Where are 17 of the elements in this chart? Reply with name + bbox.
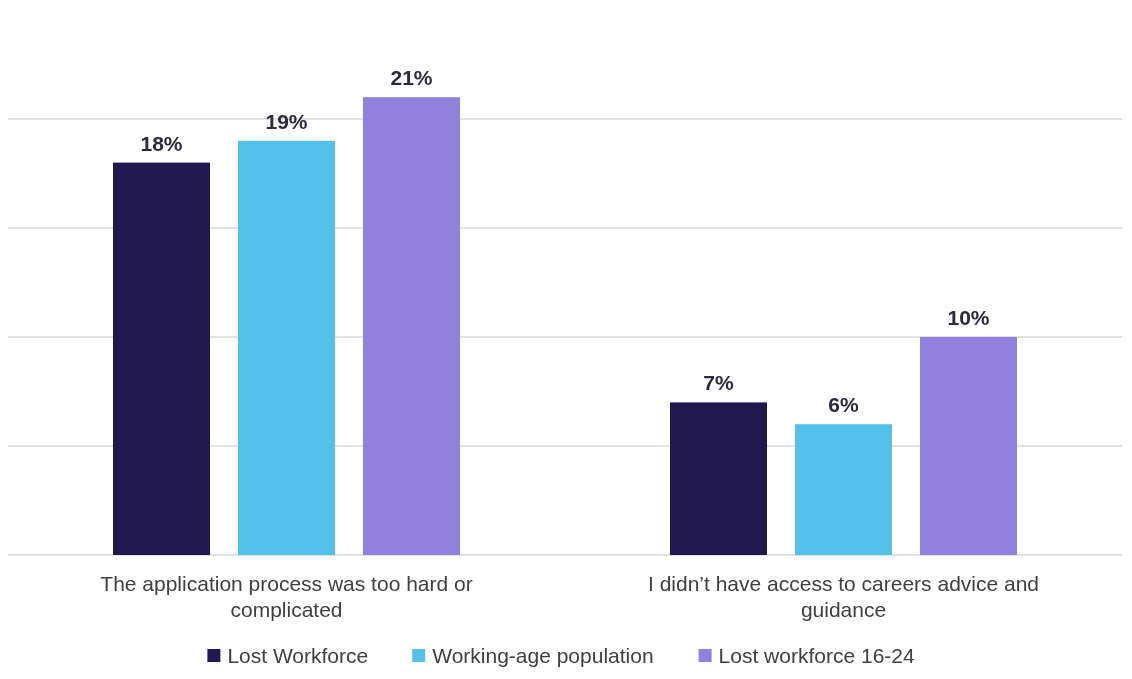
- bar: [363, 97, 460, 555]
- x-tick-label: The application process was too hard or complicated: [100, 572, 473, 621]
- bar: [920, 337, 1017, 555]
- data-label: 18%: [140, 131, 183, 155]
- bar: [795, 424, 892, 555]
- legend-label: Lost Workforce: [227, 644, 369, 667]
- legend-label: Working-age population: [432, 644, 654, 667]
- data-label: 6%: [828, 393, 859, 417]
- bar: [113, 162, 210, 555]
- data-label: 19%: [265, 109, 308, 133]
- x-tick-label: I didn’t have access to careers advice and guidance: [647, 572, 1040, 621]
- data-label: 7%: [703, 371, 734, 395]
- data-label: 10%: [947, 306, 990, 329]
- legend-label: Lost workforce 16-24: [718, 644, 916, 667]
- bar: [238, 140, 335, 555]
- bar: [670, 402, 767, 555]
- data-label: 21%: [390, 66, 433, 90]
